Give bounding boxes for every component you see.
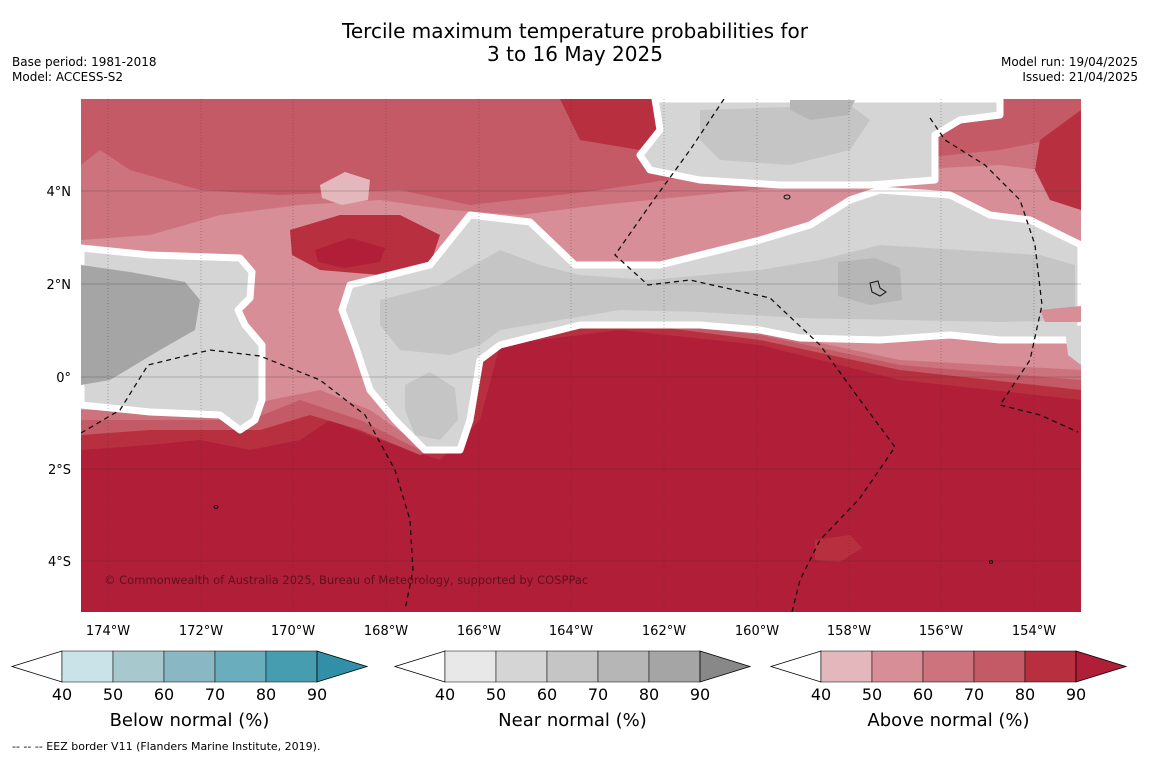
colorbar-label: Near normal (%) (498, 710, 647, 731)
above-normal-50-east-strip (1040, 306, 1081, 322)
near-normal-60-northeast (700, 105, 870, 165)
colorbar-tick-label: 80 (1015, 685, 1035, 704)
colorbar-tick-label: 90 (1066, 685, 1086, 704)
colorbar-tick-label: 40 (435, 685, 455, 704)
colorbar-segment (163, 650, 216, 683)
above-normal-80-ne (1035, 110, 1081, 210)
model-name: Model: ACCESS-S2 (12, 70, 124, 84)
colorbar-arrow-low (393, 650, 446, 683)
near-normal-east-edge (1065, 325, 1081, 365)
lon-tick-label: 166°W (457, 624, 501, 639)
colorbar-tick-label: 80 (256, 685, 276, 704)
island-shape (783, 194, 791, 200)
colorbar-tick-label: 60 (537, 685, 557, 704)
island-shape (869, 280, 887, 297)
chart-title-line1: Tercile maximum temperature probabilitie… (342, 19, 808, 43)
eez-borders (81, 99, 1079, 612)
lon-tick-label: 156°W (919, 624, 963, 639)
colorbar-tick-label: 50 (486, 685, 506, 704)
colorbar-arrow-low (10, 650, 63, 683)
issued-date: Issued: 21/04/2025 (1022, 70, 1138, 84)
colorbar-arrow-high (1075, 650, 1128, 683)
colorbar-segment (871, 650, 924, 683)
colorbar-arrow-high (699, 650, 752, 683)
latitude-lines (81, 190, 1081, 562)
near-normal-70-west (81, 265, 200, 385)
colorbar-segment (1024, 650, 1077, 683)
lon-tick-label: 168°W (364, 624, 408, 639)
colorbar-tick-label: 40 (52, 685, 72, 704)
lat-tick-label: 2°N (47, 278, 72, 293)
islands (213, 194, 993, 564)
base-period: Base period: 1981-2018 (12, 55, 157, 69)
island-shape (989, 560, 993, 564)
copyright-notice: © Commonwealth of Australia 2025, Bureau… (104, 573, 588, 587)
colorbar-arrow-low (769, 650, 822, 683)
colorbar-tick-label: 90 (307, 685, 327, 704)
colorbar-above-normal: 40 50 60 70 80 90 Above normal (%) (769, 650, 1128, 731)
colorbar-tick-label: 50 (103, 685, 123, 704)
colorbar-tick-label: 70 (205, 685, 225, 704)
colorbar-tick-label: 70 (588, 685, 608, 704)
colorbar-tick-label: 80 (639, 685, 659, 704)
colorbar-segment (597, 650, 650, 683)
eez-border-central (614, 99, 896, 612)
colorbar-below-normal: 40 50 60 70 80 90 Below normal (%) (10, 650, 369, 731)
colorbar-tick-label: 60 (913, 685, 933, 704)
colorbar-tick-label: 70 (964, 685, 984, 704)
lon-tick-label: 162°W (642, 624, 686, 639)
eez-border-east (929, 117, 1079, 433)
colorbar-segment (265, 650, 318, 683)
colorbar-tick-label: 50 (862, 685, 882, 704)
colorbar-segment (820, 650, 873, 683)
above-normal-80-south-patch (815, 535, 862, 562)
colorbar-segment (61, 650, 114, 683)
colorbar-segment (546, 650, 599, 683)
colorbar-segment (648, 650, 701, 683)
lat-tick-label: 4°N (47, 185, 72, 200)
colorbar-segment (214, 650, 267, 683)
above-normal-90-pocket-west (315, 238, 385, 268)
island-shape (213, 505, 219, 509)
colorbar-segment (112, 650, 165, 683)
colorbar-tick-label: 40 (811, 685, 831, 704)
colorbar-label: Above normal (%) (867, 710, 1029, 731)
lon-tick-label: 174°W (86, 624, 130, 639)
lon-tick-label: 154°W (1012, 624, 1056, 639)
near-normal-70-lobe (838, 258, 902, 305)
model-run: Model run: 19/04/2025 (1000, 55, 1138, 69)
lon-tick-label: 170°W (271, 624, 315, 639)
lon-tick-label: 158°W (827, 624, 871, 639)
lat-tick-label: 0° (56, 371, 71, 386)
lon-tick-label: 160°W (735, 624, 779, 639)
lat-tick-label: 4°S (48, 555, 71, 570)
chart-title-line2: 3 to 16 May 2025 (487, 42, 663, 66)
colorbar-segment (973, 650, 1026, 683)
colorbar-tick-label: 60 (154, 685, 174, 704)
colorbar-segment (922, 650, 975, 683)
near-normal-60-lobe-south (405, 372, 458, 440)
lat-tick-label: 2°S (48, 463, 71, 478)
colorbar-segment (495, 650, 548, 683)
near-normal-70-patch (790, 100, 855, 120)
probability-field: © Commonwealth of Australia 2025, Bureau… (81, 99, 1081, 612)
near-normal-60-central (380, 245, 1075, 355)
colorbar-arrow-high (316, 650, 369, 683)
colorbar-near-normal: 40 50 60 70 80 90 Near normal (%) (393, 650, 752, 731)
lon-tick-label: 172°W (179, 624, 223, 639)
lon-tick-label: 164°W (549, 624, 593, 639)
eez-footnote: -- -- -- EEZ border V11 (Flanders Marine… (12, 740, 321, 753)
above-normal-50-spot (320, 172, 370, 205)
colorbar-tick-label: 90 (690, 685, 710, 704)
colorbar-label: Below normal (%) (110, 710, 270, 731)
colorbar-segment (444, 650, 497, 683)
